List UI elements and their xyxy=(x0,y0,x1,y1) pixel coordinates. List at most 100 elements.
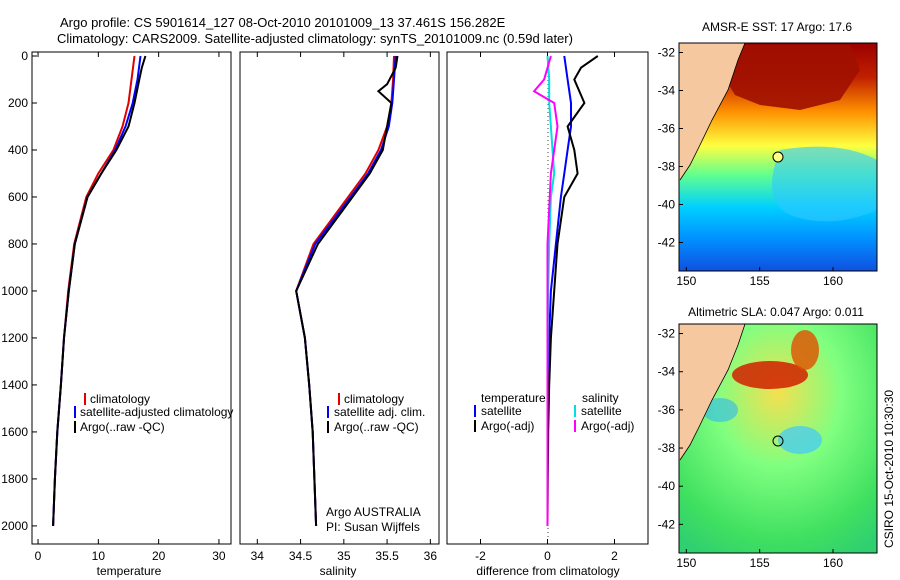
x-tick-label: 36 xyxy=(424,549,438,563)
x-tick-label: 35.5 xyxy=(375,549,399,563)
map-x-tick-label: 155 xyxy=(750,556,770,570)
sst-map-panel: AMSR-E SST: 17 Argo: 17.6 150 155 160 -32 -3… xyxy=(658,20,878,289)
x-ticks: 34 34.5 35 35.5 36 xyxy=(251,52,438,563)
map-x-tick-label: 160 xyxy=(823,556,843,570)
legend: climatology satellite adj. clim. Argo(..… xyxy=(327,392,425,434)
map-y-tick-label: -40 xyxy=(658,479,676,493)
figure-title-line1: Argo profile: CS 5901614_127 08-Oct-2010… xyxy=(60,15,506,30)
map-x-tick-label: 155 xyxy=(750,274,770,288)
legend-label-sal-satellite: satellite xyxy=(581,404,622,418)
profile-lines xyxy=(295,55,399,526)
x-tick-label: 0 xyxy=(35,549,42,563)
x-axis-label: temperature xyxy=(97,564,162,578)
y-tick-label: 600 xyxy=(8,190,28,204)
salinity-panel: 34 34.5 35 35.5 36 salinity climatology sate… xyxy=(239,51,440,578)
low-anomaly-2 xyxy=(702,398,738,422)
plot-frame xyxy=(239,51,440,545)
legend-label-satellite: satellite-adjusted climatology xyxy=(80,405,233,419)
argo-float-marker xyxy=(772,435,784,447)
credit-text: CSIRO 15-Oct-2010 10:30:30 xyxy=(882,390,896,548)
x-tick-label: 35 xyxy=(337,549,351,563)
profile-lines xyxy=(52,55,147,526)
y-tick-label: 0 xyxy=(21,49,28,63)
legend-label-climatology: climatology xyxy=(344,392,404,406)
plot-frame xyxy=(31,51,232,545)
series-line xyxy=(52,55,136,526)
high-anomaly xyxy=(732,361,808,389)
annotation-pi: PI: Susan Wijffels xyxy=(326,520,420,534)
map-y-tick-label: -42 xyxy=(658,236,676,250)
map-frame xyxy=(678,42,878,272)
sla-map-title: Altimetric SLA: 0.047 Argo: 0.011 xyxy=(688,305,864,319)
legend-salinity: salinity satellite Argo(-adj) xyxy=(574,391,634,433)
legend: climatology satellite-adjusted climatolo… xyxy=(74,392,233,434)
coastline xyxy=(679,324,746,461)
temperature-panel: 0 10 20 30 0 200 400 600 800 1000 1200 1400 1600 180… xyxy=(1,49,233,578)
y-tick-label: 1200 xyxy=(1,331,28,345)
series-line xyxy=(546,55,599,526)
warm-core-eddy xyxy=(705,45,860,110)
annotation-argo-australia: Argo AUSTRALIA xyxy=(326,505,421,519)
legend-label-argo: Argo(..raw -QC) xyxy=(80,420,165,434)
map-y-tick-label: -36 xyxy=(658,122,676,136)
map-y-tick-label: -38 xyxy=(658,441,676,455)
x-axis-label: difference from climatology xyxy=(476,564,619,578)
cool-patch xyxy=(772,146,877,222)
land-mass xyxy=(679,324,745,460)
x-tick-label: -2 xyxy=(475,549,486,563)
legend-label-sal-argo: Argo(-adj) xyxy=(581,419,634,433)
x-tick-label: 0 xyxy=(544,549,551,563)
y-tick-label: 1000 xyxy=(1,284,28,298)
map-y-tick-label: -34 xyxy=(658,84,676,98)
land-mass xyxy=(679,43,745,180)
series-line xyxy=(295,55,395,526)
legend-label-satellite: satellite adj. clim. xyxy=(334,405,425,419)
x-tick-label: 34.5 xyxy=(289,549,313,563)
coastline xyxy=(679,43,746,181)
sst-map-title: AMSR-E SST: 17 Argo: 17.6 xyxy=(702,20,852,34)
map-y-tick-label: -38 xyxy=(658,160,676,174)
map-y-tick-label: -40 xyxy=(658,198,676,212)
legend-temperature: temperature satellite Argo(-adj) xyxy=(474,391,546,433)
x-axis-label: salinity xyxy=(320,564,357,578)
series-line xyxy=(52,55,147,526)
series-line xyxy=(532,55,559,526)
low-anomaly xyxy=(778,426,822,454)
x-tick-label: 10 xyxy=(92,549,106,563)
argo-float-marker xyxy=(772,151,784,163)
series-line xyxy=(295,55,397,526)
map-y-tick-label: -36 xyxy=(658,403,676,417)
x-tick-label: 2 xyxy=(611,549,618,563)
sla-map-panel: Altimetric SLA: 0.047 Argo: 0.011 150 155… xyxy=(658,305,878,570)
x-ticks: -2 0 2 xyxy=(475,52,618,563)
y-ticks: 0 200 400 600 800 1000 1200 1400 1600 1800 2000 xyxy=(1,49,37,533)
high-anomaly-2 xyxy=(791,330,819,370)
x-tick-label: 30 xyxy=(212,549,226,563)
figure-title-line2: Climatology: CARS2009. Satellite-adjuste… xyxy=(57,31,573,46)
difference-lines xyxy=(532,55,599,526)
map-x-tick-label: 150 xyxy=(676,556,696,570)
map-y-tick-label: -34 xyxy=(658,365,676,379)
map-ticks: 150 155 160 -32 -34 -36 -38 -40 -42 xyxy=(658,327,844,570)
y-tick-label: 400 xyxy=(8,143,28,157)
difference-panel: -2 0 2 difference from climatology tempera… xyxy=(446,51,649,578)
legend-label-temp-argo: Argo(-adj) xyxy=(481,419,534,433)
map-ticks: 150 155 160 -32 -34 -36 -38 -40 -42 xyxy=(658,46,844,289)
legend-title-temperature: temperature xyxy=(481,391,546,405)
x-tick-label: 34 xyxy=(251,549,265,563)
y-tick-label: 2000 xyxy=(1,519,28,533)
legend-label-temp-satellite: satellite xyxy=(481,404,522,418)
y-tick-label: 1600 xyxy=(1,425,28,439)
map-x-tick-label: 160 xyxy=(823,274,843,288)
y-tick-label: 1800 xyxy=(1,472,28,486)
map-y-tick-label: -32 xyxy=(658,327,676,341)
map-y-tick-label: -42 xyxy=(658,517,676,531)
y-tick-label: 200 xyxy=(8,96,28,110)
series-line xyxy=(295,55,399,526)
legend-label-climatology: climatology xyxy=(90,392,150,406)
x-ticks: 0 10 20 30 xyxy=(35,52,226,563)
map-x-tick-label: 150 xyxy=(676,274,696,288)
y-tick-label: 800 xyxy=(8,237,28,251)
y-tick-label: 1400 xyxy=(1,378,28,392)
x-tick-label: 20 xyxy=(152,549,166,563)
